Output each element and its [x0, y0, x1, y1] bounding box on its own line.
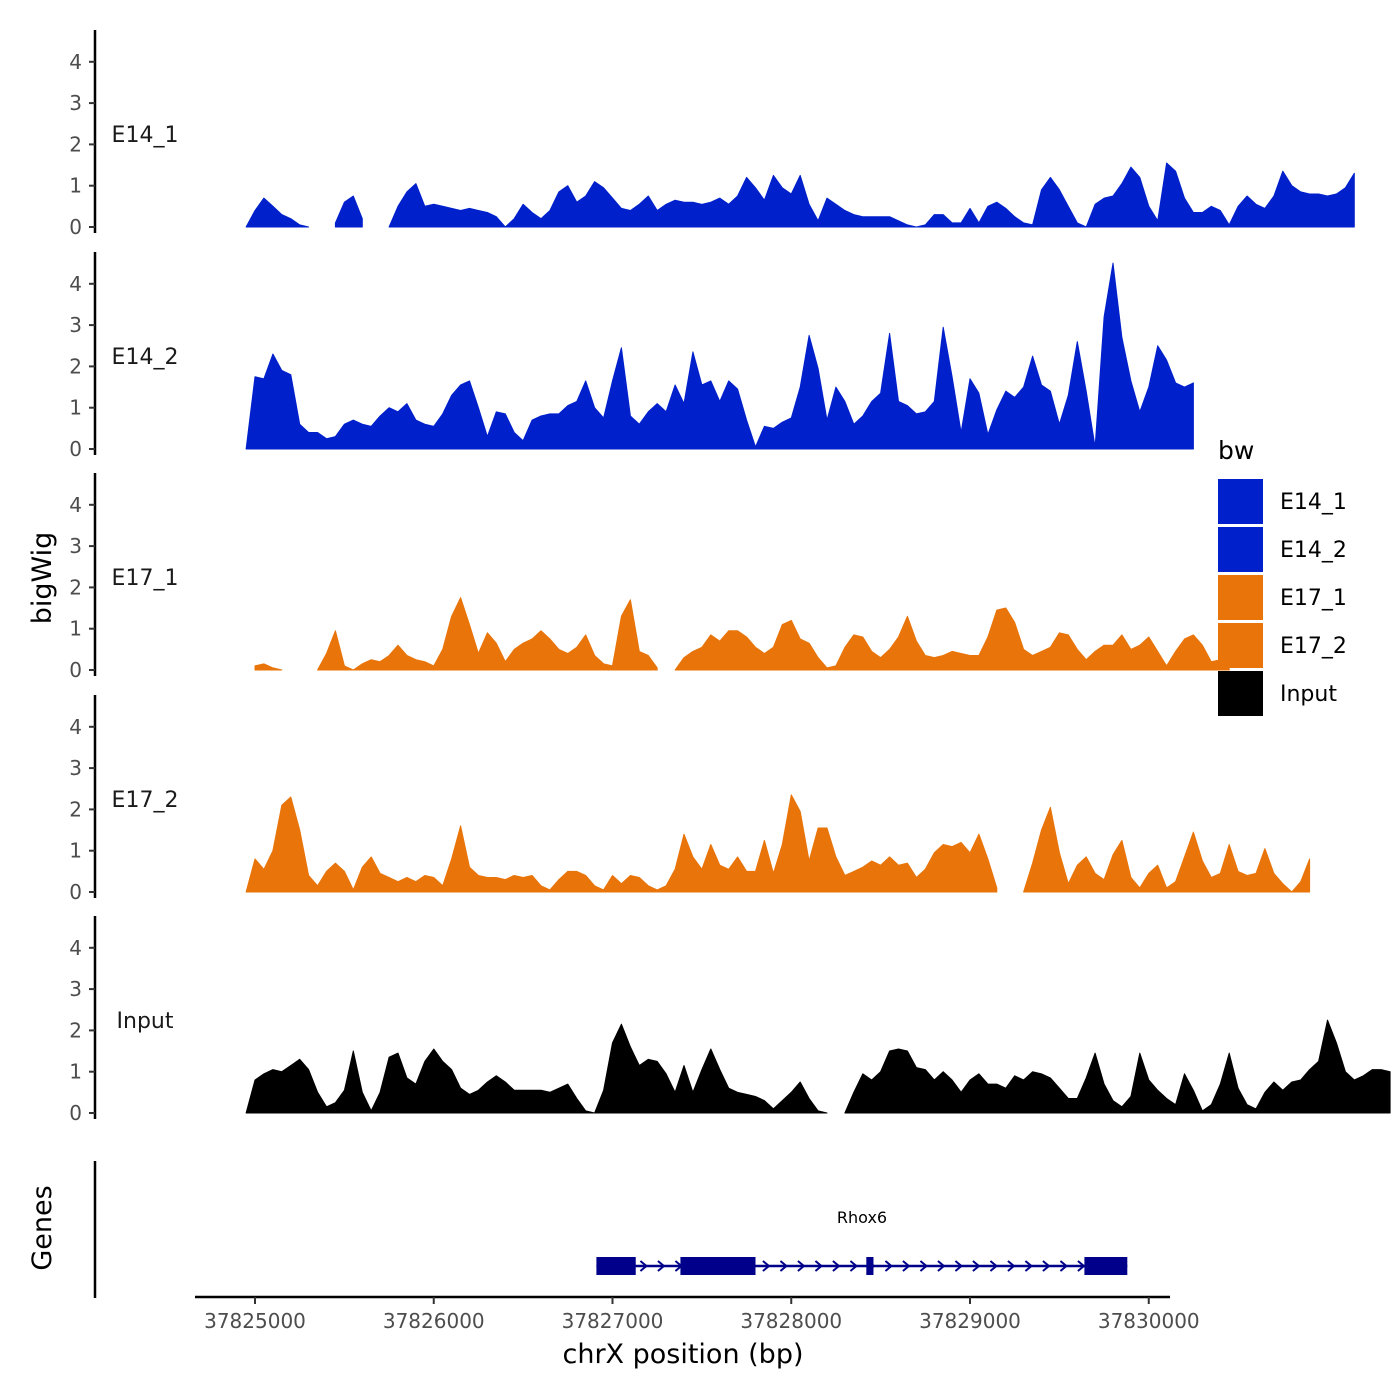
gene-label: Rhox6	[837, 1208, 887, 1227]
track-e14-1: 0 1 2 3 4 E14_1	[69, 30, 1355, 239]
y-tick-label: 0	[69, 1101, 82, 1125]
legend-label: E14_2	[1280, 538, 1347, 563]
signal-area-e17-1	[254, 663, 283, 671]
x-tick-label: 37827000	[562, 1309, 664, 1333]
y-tick-label: 3	[69, 313, 82, 337]
y-tick-label: 4	[69, 715, 82, 739]
y-tick-label: 3	[69, 977, 82, 1001]
legend-label: Input	[1280, 682, 1337, 707]
legend-label: E17_1	[1280, 586, 1347, 611]
strand-arrow	[797, 1260, 806, 1272]
x-tick-label: 37826000	[383, 1309, 485, 1333]
signal-area-e14-1	[334, 195, 363, 228]
strand-arrow	[937, 1260, 946, 1272]
y-tick-label: 1	[69, 174, 82, 198]
signal-tracks: 0 1 2 3 4 E14_1 0 1 2 3 4 E14_2 0 1 2 3 4 E17_1 0 1 2 3 4 E17_2…	[69, 30, 1391, 1125]
signal-area-e17-2	[245, 794, 998, 893]
strand-arrow	[657, 1260, 666, 1272]
y-tick-label: 0	[69, 215, 82, 239]
x-axis-title: chrX position (bp)	[562, 1339, 803, 1370]
signal-area-e14-1	[388, 162, 1355, 228]
y-axis-title: bigWig	[27, 532, 58, 625]
y-tick-label: 2	[69, 797, 82, 821]
track-label: Input	[117, 1009, 174, 1034]
gene-exon	[596, 1257, 636, 1275]
y-tick-label: 4	[69, 50, 82, 74]
strand-arrow	[1042, 1260, 1051, 1272]
y-tick-label: 3	[69, 91, 82, 115]
legend-label: E17_2	[1280, 634, 1347, 659]
x-axis: 37825000 37826000 37827000 37828000 37829000…	[195, 1295, 1200, 1333]
gene-exon	[680, 1257, 756, 1275]
track-label: E17_2	[112, 788, 179, 813]
legend-label: E14_1	[1280, 490, 1347, 515]
gene-track: Rhox6	[93, 1161, 1128, 1298]
legend-title: bw	[1218, 436, 1254, 465]
y-tick-label: 3	[69, 756, 82, 780]
x-tick-label: 37830000	[1098, 1309, 1200, 1333]
strand-arrow	[972, 1260, 981, 1272]
genes-axis-title: Genes	[27, 1185, 58, 1270]
signal-area-e17-2	[1023, 806, 1311, 893]
y-tick-label: 1	[69, 396, 82, 420]
track-label: E14_2	[112, 345, 179, 370]
signal-area-input	[245, 1023, 828, 1114]
strand-arrow	[639, 1260, 648, 1272]
strand-arrow	[919, 1260, 928, 1272]
strand-arrow	[1077, 1260, 1086, 1272]
strand-arrow	[1059, 1260, 1068, 1272]
signal-area-e17-1	[317, 597, 658, 671]
legend-swatch	[1218, 479, 1263, 524]
track-e17-1: 0 1 2 3 4 E17_1	[69, 473, 1230, 682]
y-tick-label: 0	[69, 658, 82, 682]
strand-arrow	[989, 1260, 998, 1272]
legend-swatch	[1218, 671, 1263, 716]
track-label: E14_1	[112, 123, 179, 148]
strand-arrow	[884, 1260, 893, 1272]
strand-arrow	[762, 1260, 771, 1272]
track-input: 0 1 2 3 4 Input	[69, 916, 1391, 1125]
signal-area-e14-2	[245, 262, 1194, 450]
signal-area-e14-1	[245, 197, 310, 228]
y-tick-label: 3	[69, 534, 82, 558]
legend-swatch	[1218, 575, 1263, 620]
legend-swatch	[1218, 527, 1263, 572]
track-label: E17_1	[112, 566, 179, 591]
strand-arrow	[1024, 1260, 1033, 1272]
y-tick-label: 2	[69, 354, 82, 378]
track-e17-2: 0 1 2 3 4 E17_2	[69, 695, 1311, 904]
strand-arrow	[954, 1260, 963, 1272]
x-tick-label: 37828000	[740, 1309, 842, 1333]
y-tick-label: 4	[69, 272, 82, 296]
strand-arrow	[849, 1260, 858, 1272]
strand-arrow	[902, 1260, 911, 1272]
y-tick-label: 0	[69, 437, 82, 461]
y-tick-label: 4	[69, 493, 82, 517]
signal-area-e17-1	[674, 607, 1230, 671]
gene-exon	[1084, 1257, 1128, 1275]
y-tick-label: 1	[69, 839, 82, 863]
legend: bw E14_1 E14_2 E17_1 E17_2 Input	[1218, 436, 1347, 716]
strand-arrow	[1007, 1260, 1016, 1272]
gene-exon	[866, 1257, 874, 1275]
y-tick-label: 2	[69, 575, 82, 599]
y-tick-label: 1	[69, 617, 82, 641]
strand-arrow	[814, 1260, 823, 1272]
y-tick-label: 0	[69, 880, 82, 904]
signal-area-input	[844, 1019, 1391, 1114]
x-tick-label: 37829000	[919, 1309, 1021, 1333]
track-e14-2: 0 1 2 3 4 E14_2	[69, 252, 1194, 461]
y-tick-label: 2	[69, 132, 82, 156]
x-tick-label: 37825000	[204, 1309, 306, 1333]
legend-swatch	[1218, 623, 1263, 668]
y-tick-label: 2	[69, 1018, 82, 1042]
strand-arrow	[832, 1260, 841, 1272]
y-tick-label: 4	[69, 936, 82, 960]
strand-arrow	[779, 1260, 788, 1272]
y-tick-label: 1	[69, 1060, 82, 1084]
